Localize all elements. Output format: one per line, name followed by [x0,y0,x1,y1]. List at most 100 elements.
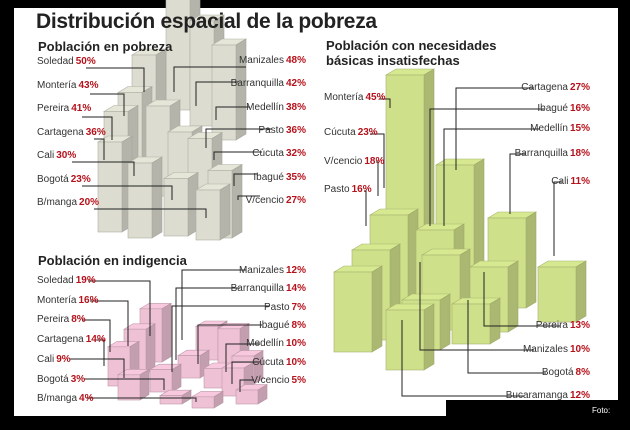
city-value: 36% [285,124,306,136]
city-name: Manizales [238,265,284,276]
city-value: 18% [569,148,590,159]
label-nbi-bogot-: Bogotá 8% [542,367,590,379]
bar-pobreza-3 [96,135,134,233]
label-pobreza-pereira: Pereira 41% [37,103,91,115]
leader-ibague [233,173,258,186]
city-value: 27% [285,194,306,206]
bar-pobreza-6 [194,183,232,241]
city-name: Cúcuta [324,127,356,138]
label-nbi-manizales: Manizales 10% [523,344,590,356]
leader-manizales [173,66,246,92]
label-nbi-pasto: Pasto 16% [324,184,372,196]
label-pobreza-medell-n: Medellín 38% [246,102,306,114]
leader-ind-cali [70,358,125,378]
label-pobreza-barranquilla: Barranquilla 42% [231,78,306,90]
leader-nbi-cucuta [370,133,385,188]
leader-ind-manizales [181,269,246,340]
city-name: Barranquilla [230,283,284,295]
label-nbi-monter-a: Montería 45% [324,92,385,104]
leader-soledad [86,67,145,92]
city-name: Manizales [238,55,284,66]
title-indigencia: Población en indigencia [38,253,187,268]
city-value: 10% [285,338,306,350]
city-value: 16% [351,184,372,195]
city-value: 9% [56,353,71,365]
bar-indigencia-6 [190,390,225,409]
city-name: Medellín [246,101,284,113]
bar-pobreza-5 [162,171,200,237]
city-value: 45% [365,92,386,103]
label-indigencia-pasto: Pasto 7% [264,302,306,314]
label-indigencia-pereira: Pereira 8% [37,314,86,326]
city-name: Soledad [37,56,74,67]
leader-pereira [82,116,113,140]
city-name: Barranquilla [230,78,284,90]
city-name: V/cencio [245,194,284,206]
title-pobreza: Población en pobreza [38,39,173,54]
leader-nbi-monteria [380,98,391,108]
label-nbi-c-cuta: Cúcuta 23% [324,127,378,139]
bar-nbi-12 [384,303,436,371]
city-name: Manizales [522,344,568,355]
bar-pobreza-4 [126,156,164,239]
city-name: B/manga [37,393,78,405]
city-name: Pereira [37,314,70,326]
city-value: 32% [285,148,306,160]
bar-indigencia-13 [234,384,269,405]
city-name: Pasto [263,301,290,313]
label-nbi-v-cencio: V/cencio 18% [324,156,384,168]
label-indigencia-bogot-: Bogotá 3% [37,374,85,386]
city-value: 10% [569,344,590,355]
city-name: Medellín [530,123,568,134]
leader-nbi-barranquilla [509,153,526,214]
leader-barranquilla [195,81,238,106]
leader-nbi-bogota [467,300,546,374]
city-value: 42% [285,78,306,90]
city-name: Pereira [535,320,568,331]
label-nbi-ibagu-: Ibagué 16% [537,103,590,115]
bar-nbi-11 [450,297,502,345]
label-nbi-bucaramanga: Bucaramanga 12% [506,390,590,402]
city-name: V/cencio [324,156,363,167]
leader-nbi-ibague [429,108,544,226]
photo-strip [446,400,630,430]
leader-ind-medellin [225,343,260,372]
leader-nbi-cali [553,181,562,256]
label-pobreza-cartagena: Cartagena 36% [37,127,106,139]
leader-nbi-bucaramanga [401,320,524,397]
bar-indigencia-10 [176,349,211,379]
leader-nbi-pasto [364,190,367,226]
city-value: 11% [570,176,590,187]
city-value: 16% [78,294,99,306]
label-indigencia-cartagena: Cartagena 14% [37,334,106,346]
label-indigencia-manizales: Manizales 12% [239,265,306,277]
leader-nbi-manizales [419,262,534,351]
leader-ind-pereira [82,319,111,352]
city-value: 4% [79,393,94,405]
label-pobreza-v-cencio: V/cencio 27% [246,195,306,207]
city-value: 3% [70,373,86,385]
leader-cartagena [94,138,105,160]
label-nbi-pereira: Pereira 13% [536,320,590,332]
city-value: 43% [78,79,99,91]
label-pobreza-soledad: Soledad 50% [37,56,96,68]
city-name: Montería [324,92,364,103]
bar-indigencia-2 [148,363,183,393]
label-indigencia-monter-a: Montería 16% [37,295,98,307]
leader-ind-bmanga [86,397,197,402]
city-value: 35% [285,171,306,183]
main-title: Distribución espacial de la pobreza [36,10,377,33]
bar-nbi-8 [536,260,588,323]
photo-credit: Foto: [592,406,611,415]
city-name: Ibagué [537,103,568,114]
city-value: 23% [70,173,91,185]
city-value: 27% [569,82,590,93]
city-name: Barranquilla [514,148,568,159]
label-indigencia-soledad: Soledad 19% [37,275,96,287]
label-pobreza-pasto: Pasto 36% [258,125,306,137]
city-value: 30% [56,150,77,161]
leader-ind-pasto [171,305,270,372]
city-value: 38% [285,101,306,113]
city-name: Bogotá [37,173,69,185]
